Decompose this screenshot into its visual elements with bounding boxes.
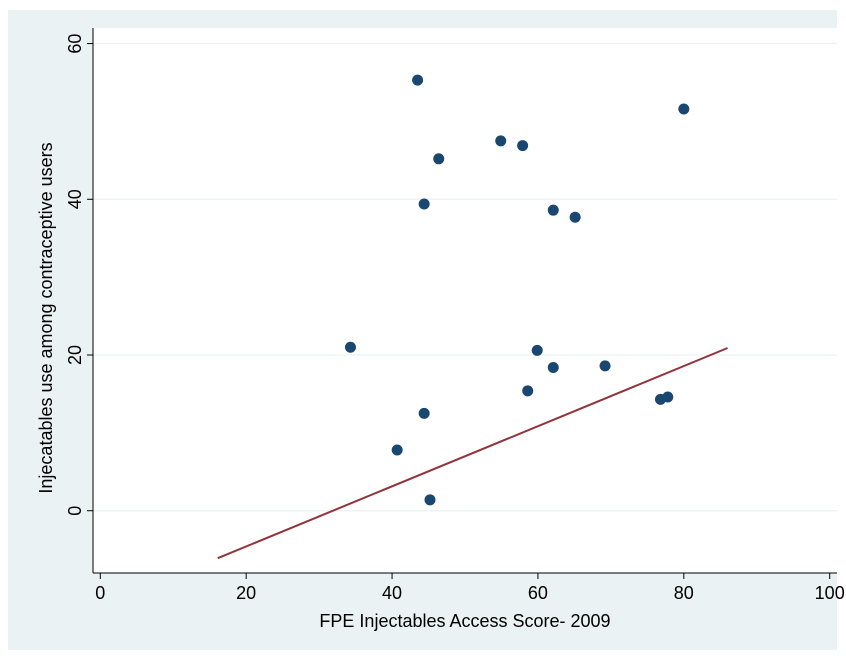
fit-line: [217, 347, 728, 560]
x-tick-label: 80: [674, 583, 694, 603]
x-axis-ticks: 0 20 40 60 80 100: [95, 573, 845, 603]
x-axis-label: FPE Injectables Access Score- 2009: [319, 611, 610, 631]
data-point: [495, 135, 507, 147]
data-points: [344, 74, 690, 506]
data-point: [412, 74, 424, 86]
data-point: [433, 153, 445, 165]
plot-area: [93, 28, 837, 573]
data-point: [424, 494, 436, 506]
data-point: [344, 341, 356, 353]
y-tick-label: 40: [65, 189, 85, 209]
data-point: [522, 385, 534, 397]
y-axis-label: Injecatables use among contraceptive use…: [36, 142, 56, 493]
y-tick-label: 60: [65, 34, 85, 54]
data-point: [418, 198, 430, 210]
data-point: [418, 407, 430, 419]
data-point: [531, 344, 543, 356]
data-point: [517, 140, 529, 152]
axes: [92, 28, 837, 574]
y-tick-label: 20: [65, 345, 85, 365]
x-tick-label: 40: [382, 583, 402, 603]
data-point: [569, 211, 581, 223]
data-point: [678, 103, 690, 115]
x-tick-label: 20: [236, 583, 256, 603]
fit-line-group: [217, 347, 728, 560]
x-tick-label: 60: [528, 583, 548, 603]
data-point: [599, 360, 611, 372]
data-point: [654, 393, 666, 405]
y-tick-label: 0: [65, 506, 85, 516]
x-tick-label: 100: [815, 583, 845, 603]
x-tick-label: 0: [95, 583, 105, 603]
data-point: [547, 204, 559, 216]
data-point: [391, 444, 403, 456]
y-axis-ticks: 0 20 40 60: [65, 34, 93, 516]
data-point: [547, 361, 559, 373]
